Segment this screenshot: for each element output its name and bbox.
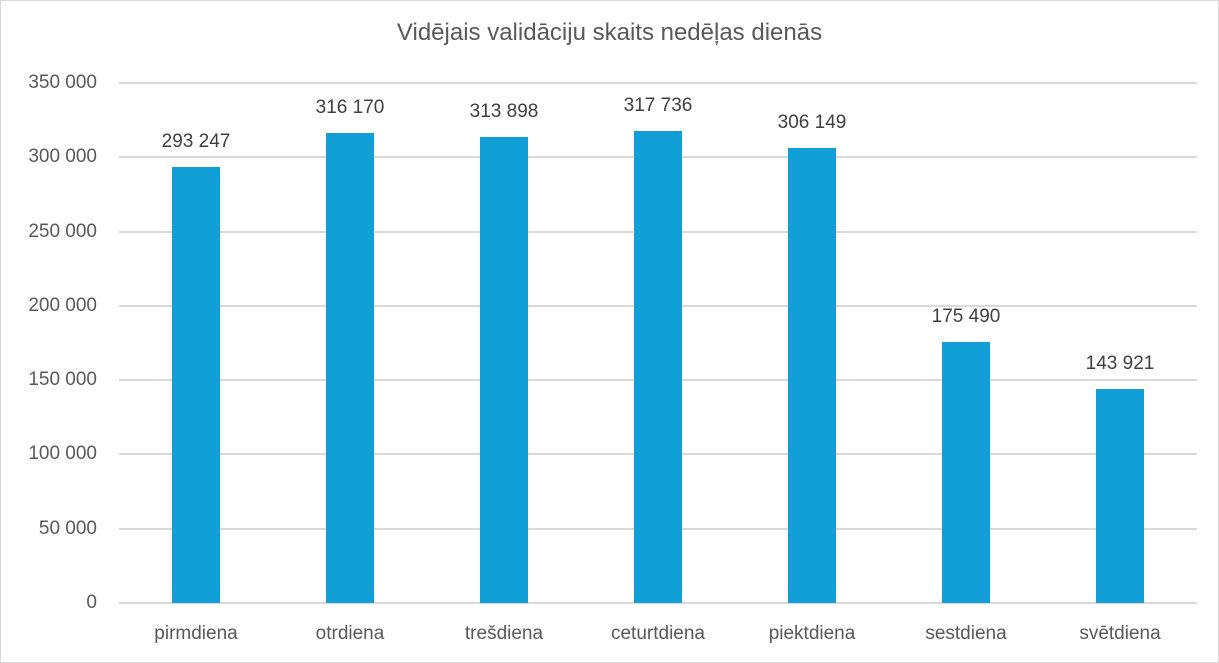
y-tick-label: 0: [86, 592, 97, 613]
x-tick-label: sestdiena: [925, 623, 1007, 644]
data-label: 143 921: [1085, 353, 1155, 375]
data-label: 175 490: [931, 306, 1001, 328]
gridline: [119, 82, 1197, 84]
x-tick-label: otrdiena: [315, 623, 385, 644]
bar-otrdiena[interactable]: [326, 133, 374, 603]
data-label: 316 170: [315, 97, 385, 119]
y-tick-label: 350 000: [28, 72, 97, 93]
x-tick-label: pirmdiena: [154, 623, 238, 644]
y-tick-label: 200 000: [28, 294, 97, 316]
y-tick-label: 250 000: [28, 220, 97, 242]
y-tick-label: 300 000: [28, 146, 97, 168]
x-tick-label: trešdiena: [464, 623, 544, 644]
data-label: 293 247: [161, 131, 231, 153]
plot-area: 293 247 316 170 313 898 317 736 306 149 175 4…: [119, 82, 1197, 604]
bar-ceturtdiena[interactable]: [634, 130, 682, 603]
data-label: 306 149: [777, 112, 847, 134]
bar-piektdiena[interactable]: [788, 148, 836, 603]
y-tick-label: 150 000: [28, 369, 97, 391]
bar-trešdiena[interactable]: [480, 136, 528, 603]
gridline: [119, 602, 1197, 604]
bar-pirmdiena[interactable]: [172, 167, 220, 603]
x-tick-label: ceturtdiena: [610, 623, 705, 644]
data-label: 313 898: [469, 100, 539, 122]
y-tick-label: 100 000: [28, 443, 97, 465]
bar-sestdiena[interactable]: [942, 342, 990, 603]
chart-title: Vidējais validāciju skaits nedēļas dienā…: [396, 19, 823, 46]
y-tick-label: 50 000: [38, 517, 97, 539]
bar-svētdiena[interactable]: [1096, 389, 1144, 603]
data-label: 317 736: [623, 94, 693, 116]
x-tick-label: svētdiena: [1079, 623, 1161, 644]
x-tick-label: piektdiena: [768, 623, 856, 644]
